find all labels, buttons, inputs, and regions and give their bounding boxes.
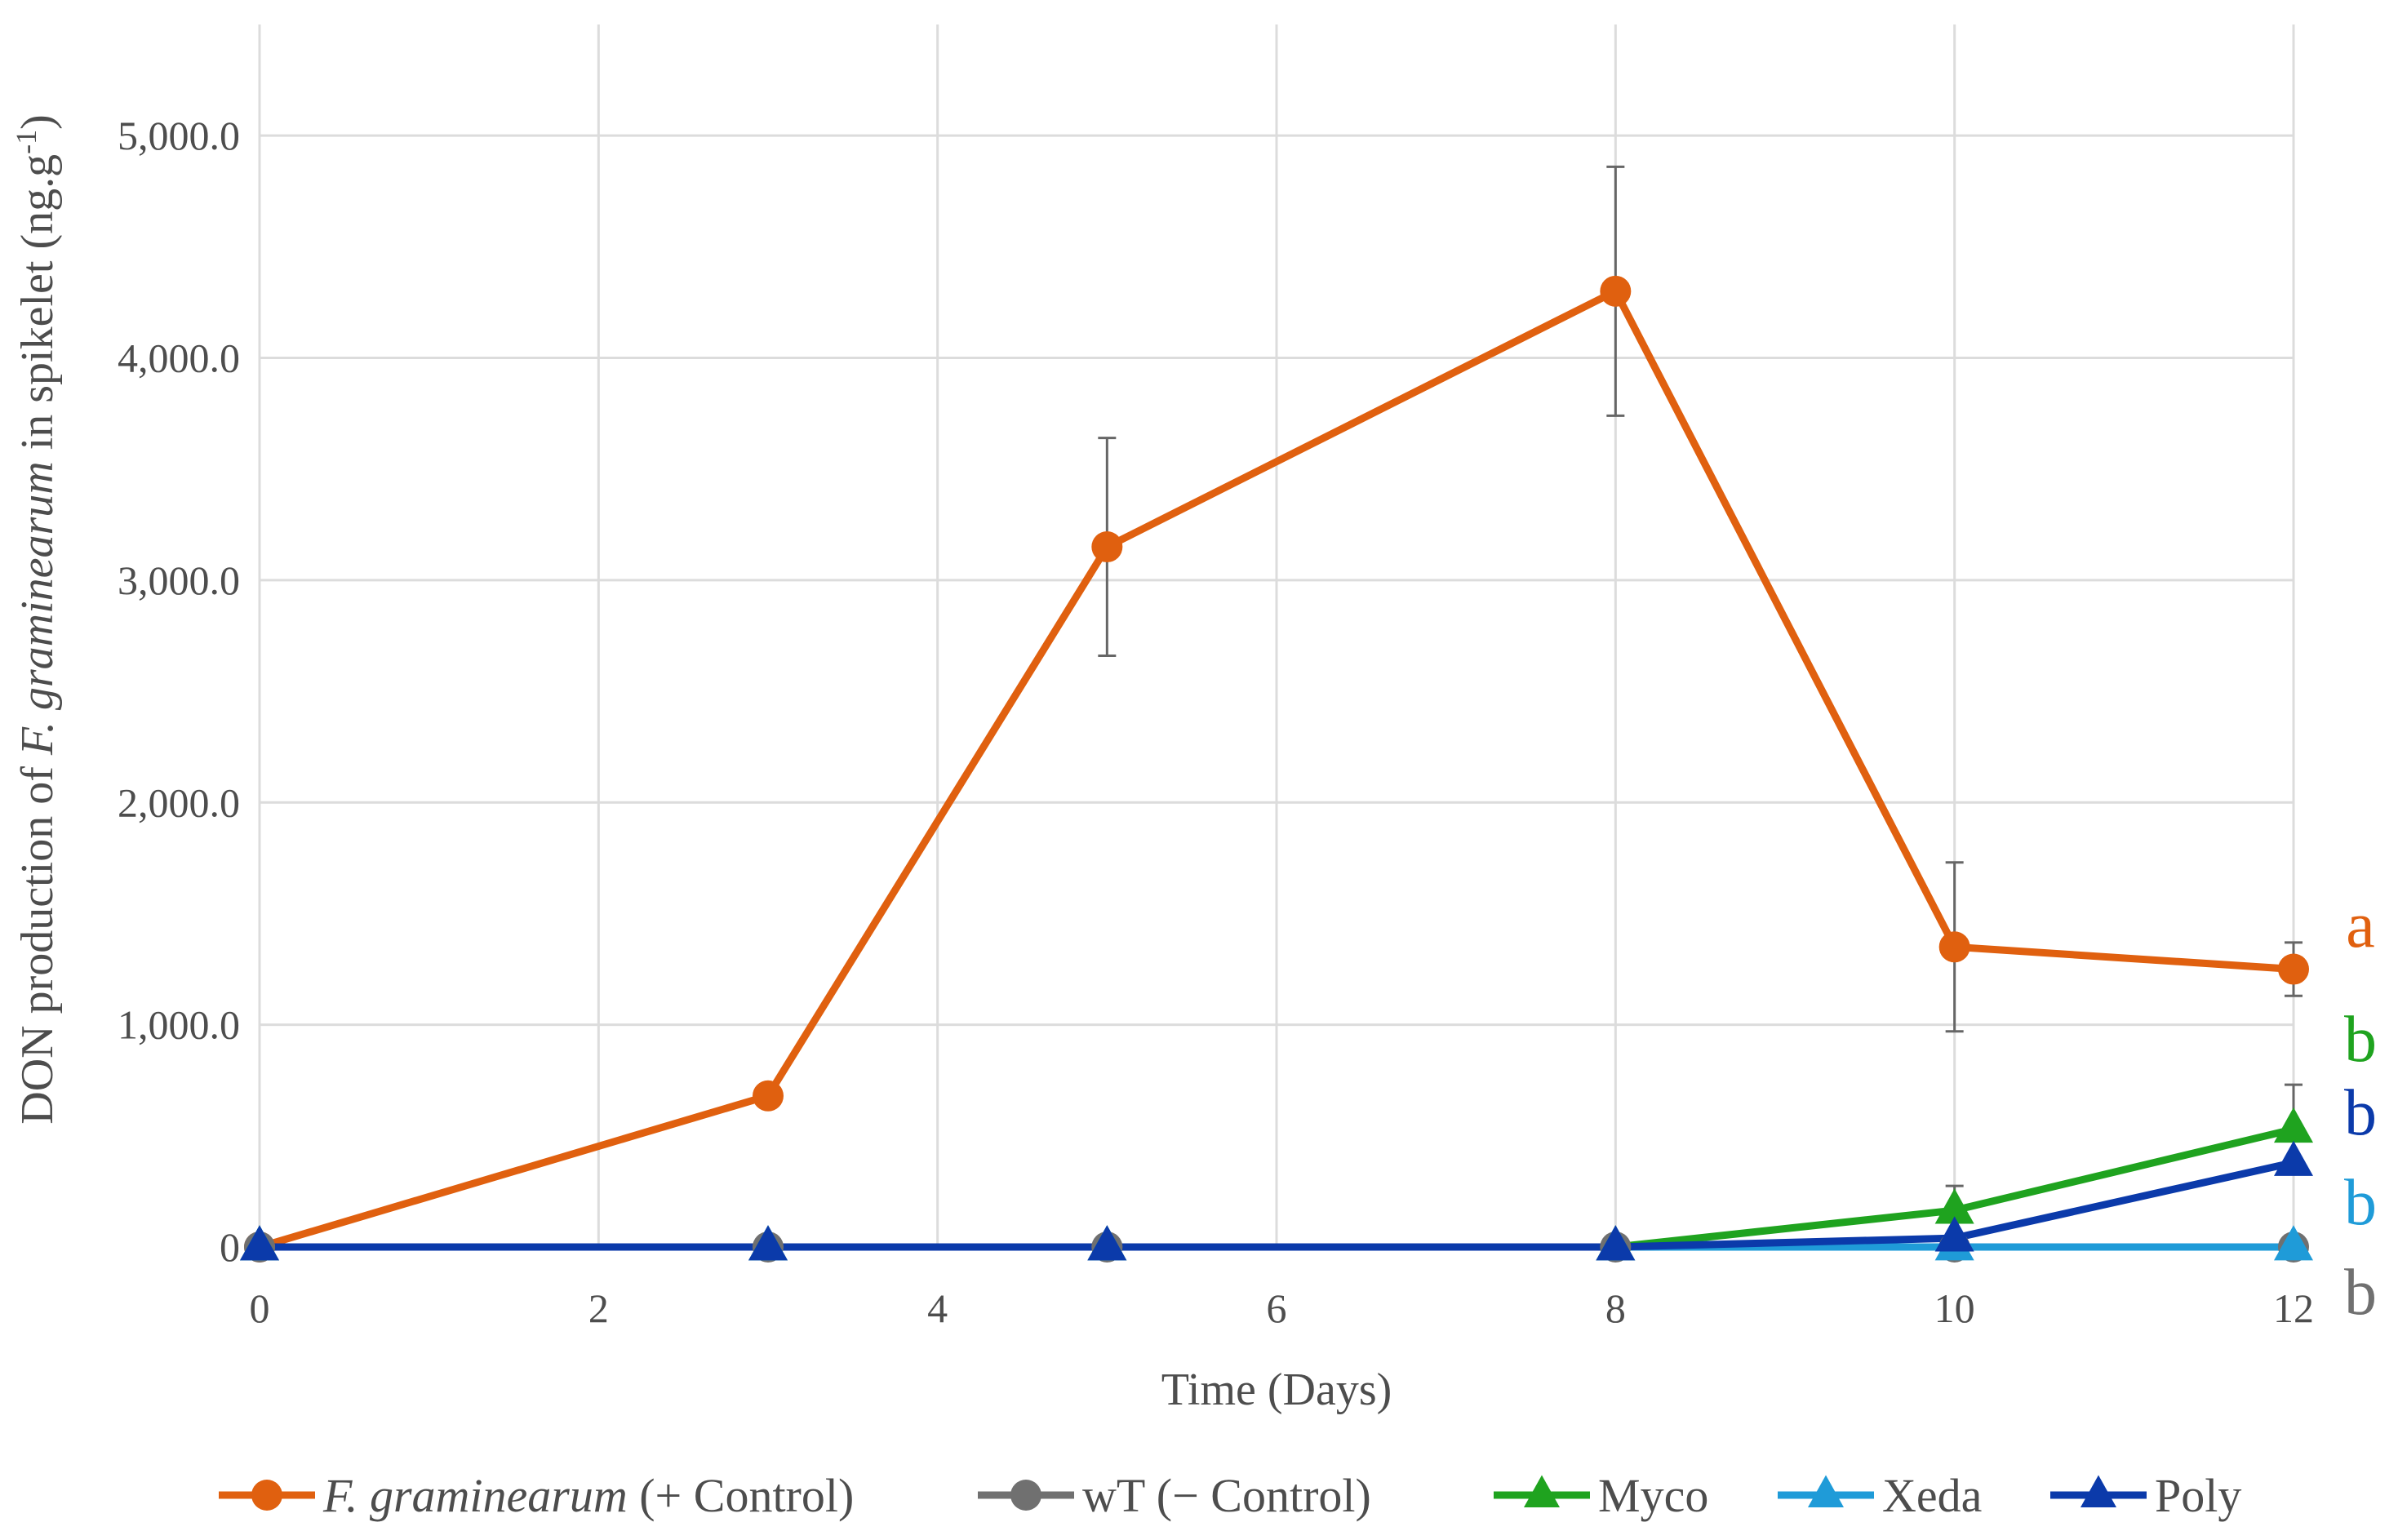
legend-marker-poly [2080, 1475, 2116, 1508]
data-point-fg [2278, 953, 2309, 985]
x-tick-label: 0 [250, 1285, 270, 1331]
legend-label-rest: (+ Control) [628, 1469, 855, 1522]
legend-item-myco: Myco [1494, 1469, 1708, 1522]
legend-marker-myco [1524, 1475, 1560, 1508]
legend-label-species: F. graminearum [322, 1469, 628, 1522]
data-point-poly [1087, 1225, 1127, 1261]
series-line-fg [255, 287, 2298, 1251]
significance-letter-fg: a [2346, 890, 2375, 961]
legend-item-xeda: Xeda [1778, 1469, 1982, 1522]
legend-marker-xeda [1808, 1475, 1844, 1508]
y-axis-title-part3: in spikelet (ng.g [12, 154, 63, 461]
legend-item-wt: wT (− Control) [978, 1469, 1371, 1522]
series-lines [255, 287, 2298, 1251]
y-axis-title-part4: ) [12, 114, 63, 130]
data-point-poly [1934, 1216, 1974, 1252]
data-point-fg [1091, 531, 1123, 563]
legend-marker-fg [251, 1480, 282, 1511]
axes: 0 2 4 6 8 10 12 0 1,000.0 2,000.0 3,000.0 4,000.0 5,… [10, 113, 2314, 1415]
x-tick-label: 4 [927, 1285, 948, 1331]
data-point-poly [2274, 1140, 2313, 1176]
data-point-fg [1600, 275, 1632, 307]
x-tick-label: 2 [588, 1285, 609, 1331]
x-tick-label: 12 [2273, 1285, 2314, 1331]
data-point-fg [1938, 931, 1970, 963]
data-point-myco [1934, 1188, 1974, 1224]
y-axis-title-superscript: -1 [10, 130, 42, 154]
legend: F. graminearum (+ Control) wT (− Control)… [219, 1469, 2241, 1522]
y-tick-label: 3,000.0 [118, 557, 240, 603]
y-tick-label: 1,000.0 [118, 1002, 240, 1048]
significance-letter-xeda: b [2344, 1167, 2377, 1239]
significance-letter-wt: b [2344, 1257, 2377, 1329]
significance-letter-myco: b [2344, 1004, 2377, 1076]
y-tick-label: 2,000.0 [118, 779, 240, 825]
x-axis-title: Time (Days) [1161, 1365, 1392, 1415]
data-point-fg [753, 1080, 784, 1112]
legend-label-text: Myco [1598, 1469, 1708, 1522]
data-point-myco [2274, 1107, 2313, 1143]
y-tick-label: 5,000.0 [118, 113, 240, 158]
series-line-poly [255, 1159, 2298, 1251]
y-tick-label: 0 [220, 1224, 240, 1270]
legend-item-fg: F. graminearum (+ Control) [219, 1469, 854, 1522]
y-axis-title: DON production of F. graminearum in spik… [10, 114, 63, 1125]
data-point-poly [748, 1225, 788, 1261]
series-markers [240, 275, 2313, 1263]
data-point-poly [1596, 1225, 1636, 1261]
legend-label-poly: Poly [2155, 1469, 2241, 1522]
significance-letter-poly: b [2344, 1077, 2377, 1149]
legend-marker-wt [1010, 1480, 1041, 1511]
legend-label-text: Poly [2155, 1469, 2241, 1522]
x-tick-label: 10 [1934, 1285, 1975, 1331]
legend-label-myco: Myco [1598, 1469, 1708, 1522]
legend-label-xeda: Xeda [1882, 1469, 1982, 1522]
x-tick-label: 8 [1605, 1285, 1626, 1331]
legend-label-text: Xeda [1882, 1469, 1982, 1522]
y-tick-label: 4,000.0 [118, 335, 240, 381]
grid-lines [258, 24, 2295, 1249]
y-axis-title-species: F. graminearum [12, 461, 63, 756]
legend-label-fg: F. graminearum (+ Control) [322, 1469, 854, 1522]
error-bars [1098, 165, 2303, 1236]
data-point-xeda [2274, 1225, 2313, 1261]
legend-item-poly: Poly [2050, 1469, 2241, 1522]
legend-label-text: wT (− Control) [1082, 1469, 1371, 1522]
legend-label-wt: wT (− Control) [1082, 1469, 1371, 1522]
data-point-poly [240, 1225, 279, 1261]
y-axis-title-part1: DON production of [12, 755, 63, 1125]
x-tick-label: 6 [1267, 1285, 1287, 1331]
